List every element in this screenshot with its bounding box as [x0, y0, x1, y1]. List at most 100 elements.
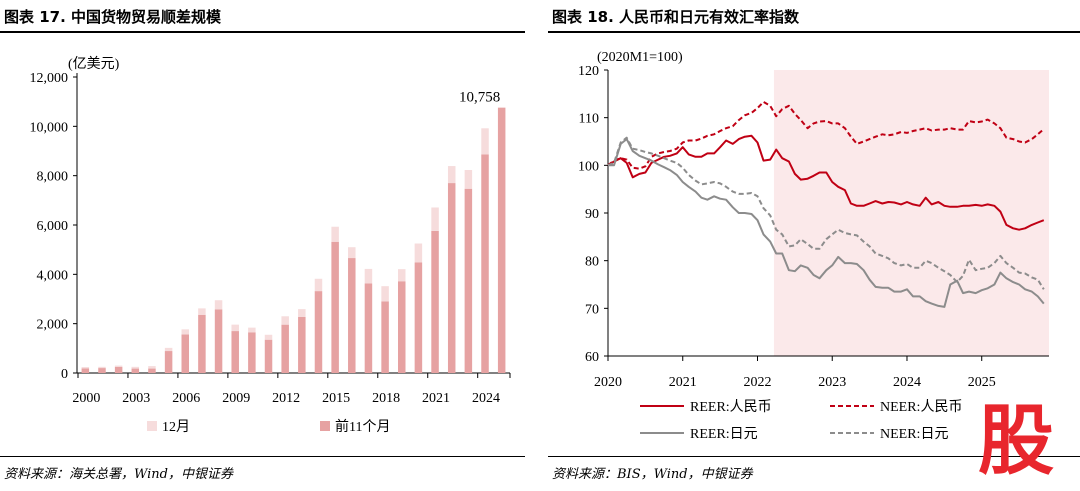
- y-tick-label: 110: [579, 112, 599, 127]
- left-footer-rule: [0, 456, 525, 457]
- bar-first-11-months: [131, 368, 140, 373]
- x-tick-label: 2018: [372, 391, 400, 406]
- bar-december: [264, 334, 273, 340]
- x-tick-label: 2012: [272, 391, 300, 406]
- x-tick-label: 2003: [122, 391, 150, 406]
- shaded-period: [773, 70, 1049, 356]
- bar-first-11-months: [264, 339, 273, 373]
- bar-first-11-months: [281, 324, 289, 373]
- y-tick-label: 8,000: [37, 170, 69, 185]
- bar-first-11-months: [398, 281, 406, 373]
- y-tick-label: 100: [578, 159, 599, 174]
- bar-first-11-months: [298, 317, 306, 373]
- right-title-rule: [548, 31, 1080, 33]
- bar-december: [348, 247, 356, 259]
- bar-december: [314, 278, 323, 292]
- bar-december: [481, 128, 489, 155]
- x-tick-label: 2020: [594, 375, 622, 390]
- y-unit-label: (2020M1=100): [597, 50, 683, 65]
- x-tick-label: 2021: [669, 375, 697, 390]
- bar-first-11-months: [464, 188, 473, 373]
- bar-december: [331, 226, 339, 242]
- bar-december: [114, 365, 123, 367]
- y-unit-label: (亿美元): [68, 56, 120, 72]
- legend-label-reer-jpy: REER:日元: [690, 427, 758, 442]
- x-tick-label: 2000: [72, 391, 100, 406]
- line-reer-jpy: [608, 138, 1045, 308]
- bar-december: [248, 327, 256, 333]
- bar-first-11-months: [181, 334, 189, 373]
- bar-december: [214, 300, 223, 310]
- x-tick-label: 2024: [893, 375, 921, 390]
- legend-label-first-11-months: 前11个月: [335, 418, 390, 435]
- bar-december: [231, 324, 239, 332]
- legend-label-december: 12月: [162, 419, 190, 435]
- bar-first-11-months: [231, 331, 239, 373]
- line-reer-cny: [607, 134, 1045, 231]
- bar-first-11-months: [497, 107, 506, 374]
- right-source-note: 资料来源：BIS，Wind，中银证券: [552, 467, 753, 482]
- x-tick-label: 2024: [472, 391, 500, 406]
- bar-first-11-months: [314, 291, 323, 373]
- bar-first-11-months: [431, 230, 439, 373]
- left-panel: 图表 17. 中国货物贸易顺差规模 资料来源：海关总署，Wind，中银证券: [0, 0, 525, 491]
- bar-first-11-months: [198, 314, 206, 373]
- bar-december: [181, 329, 189, 335]
- legend-label-neer-jpy: NEER:日元: [880, 427, 948, 442]
- y-tick-label: 70: [585, 302, 599, 317]
- x-tick-label: 2021: [422, 391, 450, 406]
- x-tick-label: 2009: [222, 391, 250, 406]
- bar-december: [98, 366, 106, 369]
- bar-december: [364, 268, 373, 284]
- x-tick-label: 2015: [322, 391, 350, 406]
- line-neer-cny: [607, 100, 1045, 170]
- bar-first-11-months: [414, 262, 423, 373]
- y-tick-label: 80: [585, 255, 599, 270]
- y-tick-label: 60: [585, 350, 599, 365]
- right-chart-title: 图表 18. 人民币和日元有效汇率指数: [552, 8, 800, 26]
- y-tick-label: 10,000: [30, 120, 69, 135]
- bar-december: [381, 286, 389, 302]
- bar-first-11-months: [381, 301, 389, 373]
- y-tick-label: 6,000: [37, 219, 69, 234]
- legend-label-reer-cny: REER:人民币: [690, 399, 772, 415]
- legend-label-neer-cny: NEER:人民币: [880, 399, 962, 415]
- x-tick-label: 2006: [172, 391, 200, 406]
- bar-december: [414, 243, 423, 263]
- left-chart-title: 图表 17. 中国货物贸易顺差规模: [4, 8, 222, 26]
- left-source-note: 资料来源：海关总署，Wind，中银证券: [4, 467, 233, 482]
- x-tick-label: 2022: [743, 375, 771, 390]
- bar-value-annotation: 10,758: [459, 90, 500, 106]
- bar-december: [81, 367, 90, 369]
- bar-december: [431, 207, 439, 231]
- right-panel: 图表 18. 人民币和日元有效汇率指数 资料来源：BIS，Wind，中银证券: [548, 0, 1080, 491]
- bar-first-11-months: [81, 368, 90, 373]
- bar-first-11-months: [348, 258, 356, 373]
- bar-first-11-months: [248, 332, 256, 373]
- y-tick-label: 4,000: [37, 268, 69, 283]
- y-tick-label: 90: [585, 207, 599, 222]
- bar-first-11-months: [114, 366, 123, 373]
- bar-december: [131, 366, 140, 369]
- y-tick-label: 12,000: [30, 71, 69, 86]
- line-neer-jpy: [607, 136, 1045, 290]
- bar-first-11-months: [214, 309, 223, 373]
- bar-first-11-months: [447, 183, 456, 373]
- legend-swatch-december: [147, 421, 157, 431]
- y-tick-label: 2,000: [37, 318, 69, 333]
- watermark-logo: 股: [978, 396, 1054, 485]
- bar-december: [398, 269, 406, 282]
- bar-first-11-months: [164, 351, 173, 373]
- left-title-rule: [0, 31, 525, 33]
- bar-first-11-months: [331, 241, 339, 373]
- bar-december: [164, 347, 173, 352]
- bar-first-11-months: [98, 368, 106, 373]
- bar-december: [464, 169, 473, 189]
- bar-december: [148, 366, 156, 369]
- bar-december: [298, 309, 306, 318]
- bar-december: [447, 166, 456, 184]
- x-tick-label: 2025: [968, 375, 996, 390]
- bar-december: [198, 308, 206, 315]
